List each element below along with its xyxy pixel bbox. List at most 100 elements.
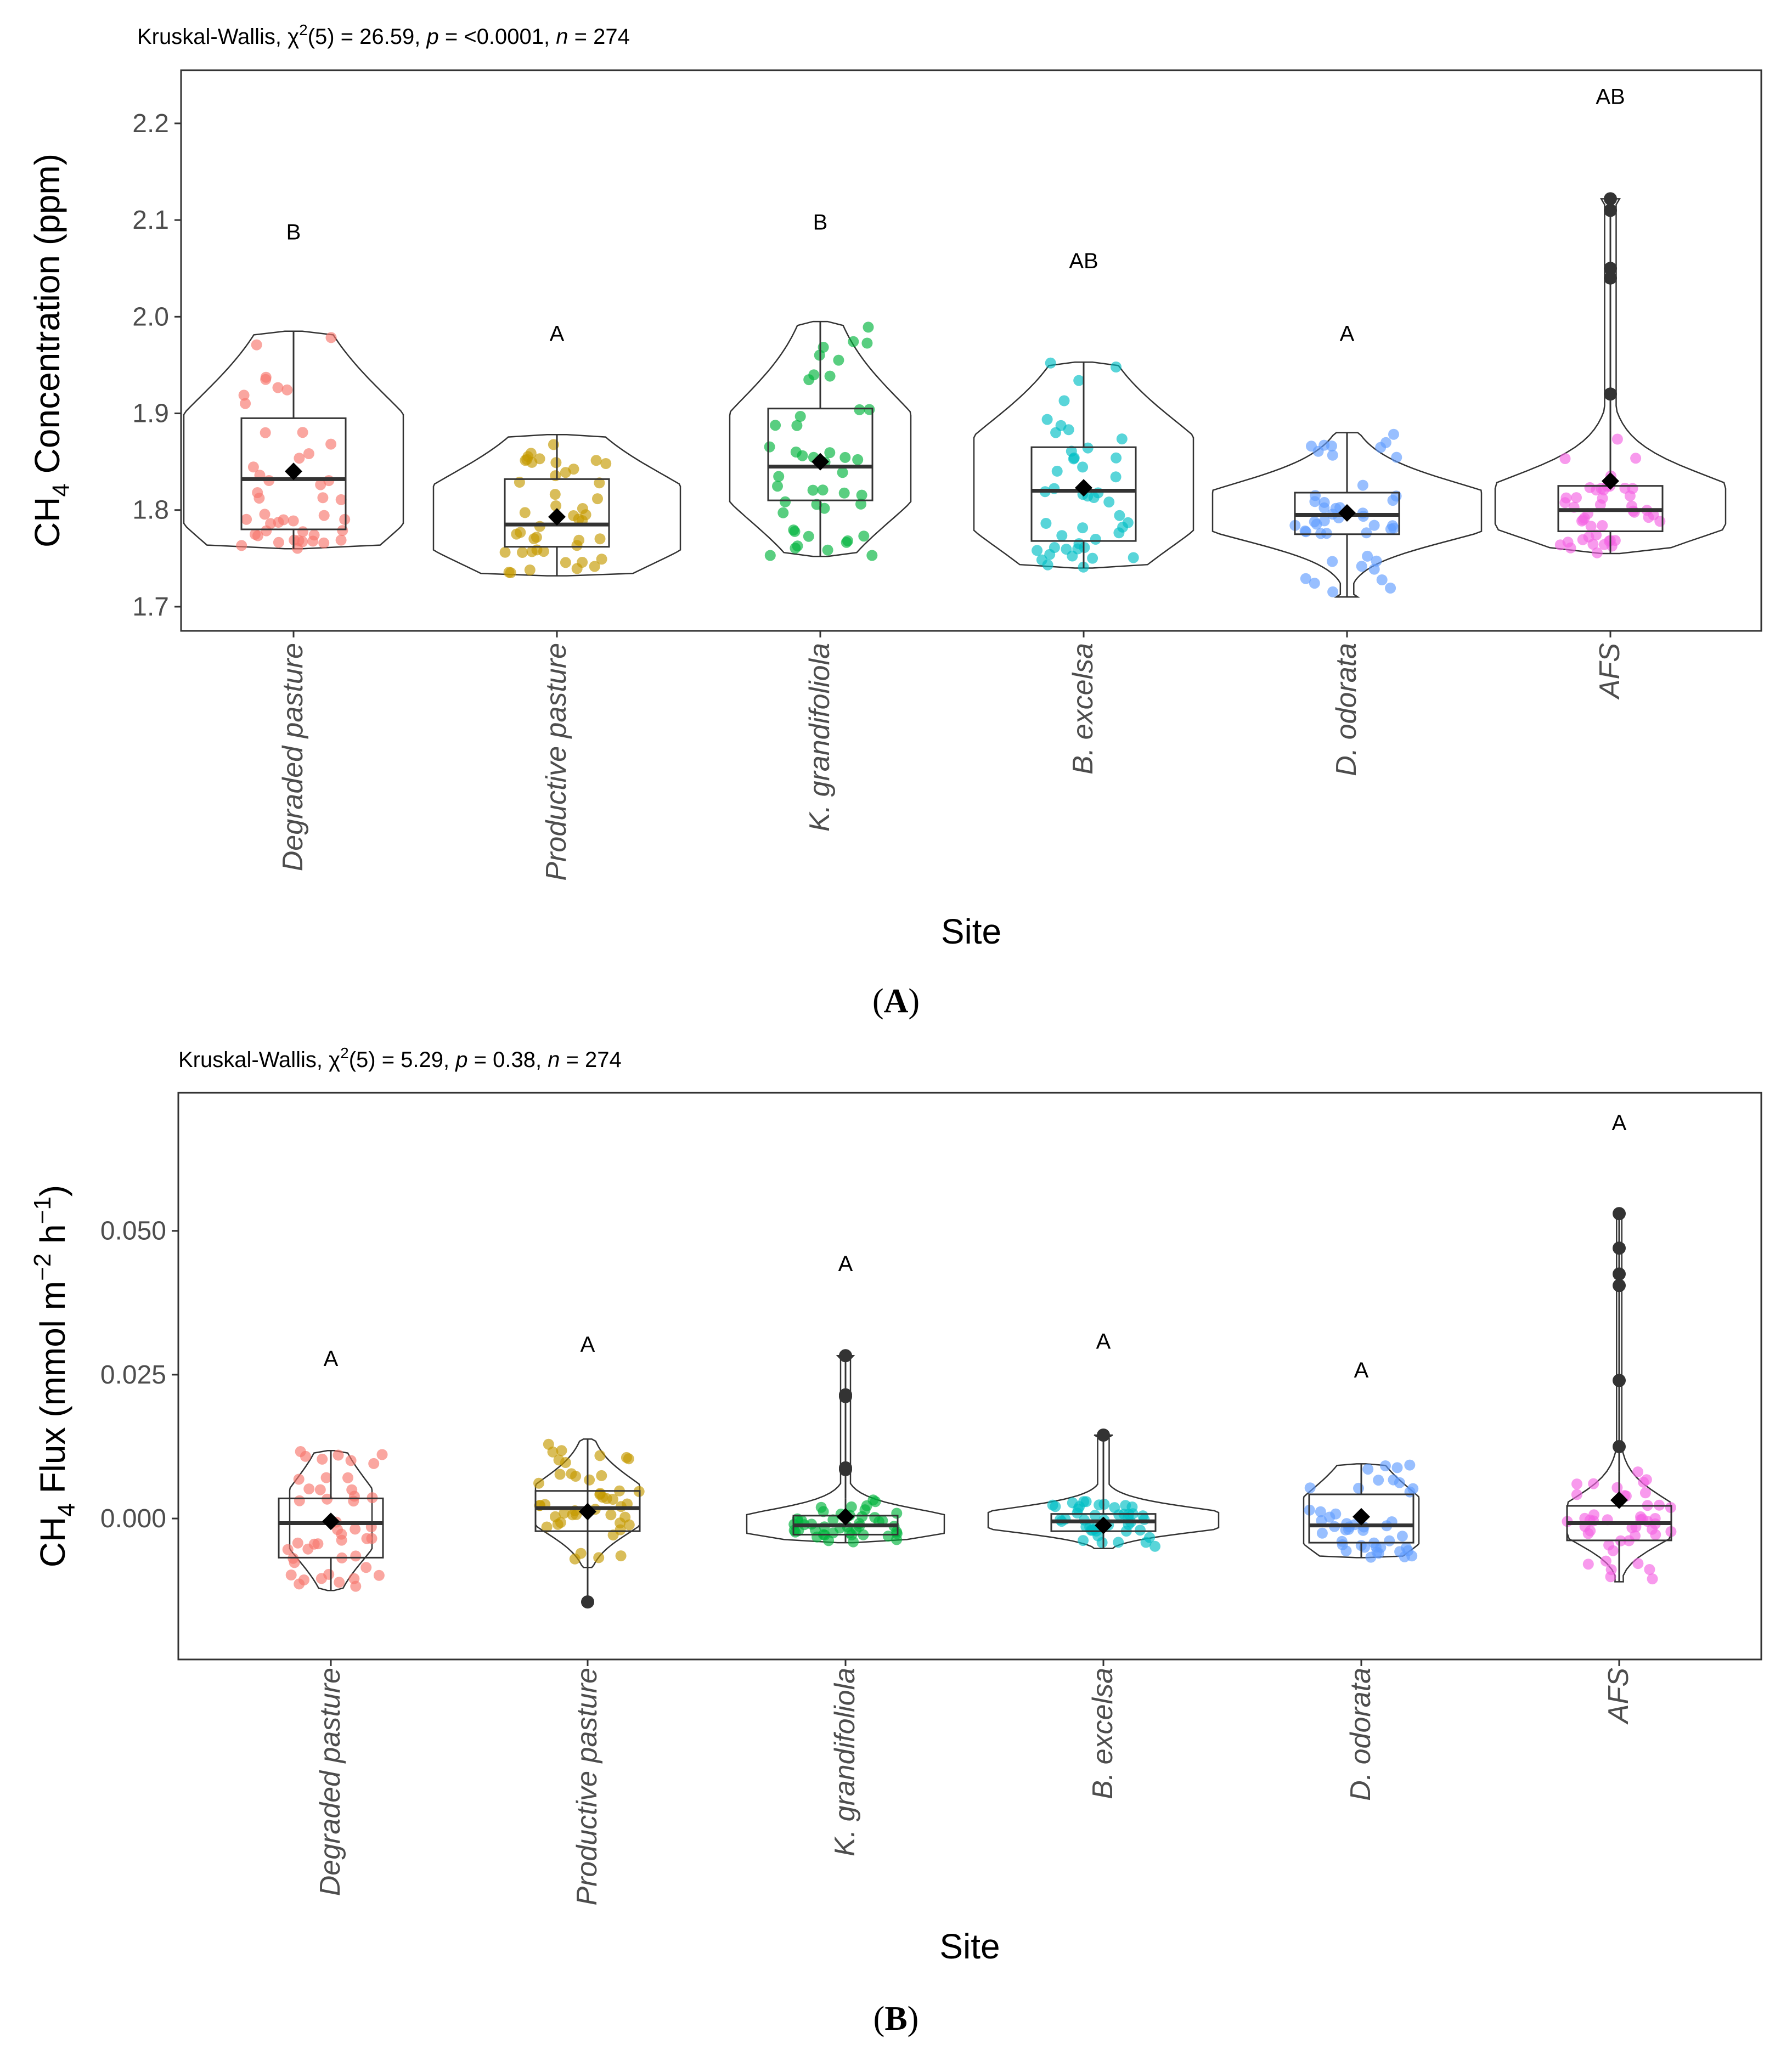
data-point — [1096, 1537, 1108, 1548]
data-point — [1588, 1478, 1599, 1489]
data-point — [560, 557, 571, 568]
data-point — [312, 1538, 324, 1550]
violin-shape — [746, 1355, 945, 1544]
data-point — [803, 530, 814, 542]
data-point — [238, 389, 250, 401]
panel-paren: ( — [874, 2000, 885, 2037]
data-point — [260, 371, 272, 383]
data-point — [549, 489, 561, 500]
stats-annotation: Kruskal-Wallis, χ2(5) = 5.29, p = 0.38, … — [178, 1045, 622, 1072]
mean-marker — [1338, 504, 1356, 522]
y-tick-label: 2.0 — [132, 302, 169, 331]
mean-marker — [1095, 1516, 1112, 1534]
data-point — [854, 404, 865, 415]
data-point — [528, 533, 540, 544]
data-point — [803, 374, 815, 386]
significance-letter: A — [550, 321, 565, 346]
mean-marker — [285, 462, 302, 481]
x-tick-label: Productive pasture — [571, 1668, 603, 1906]
data-point — [1089, 1510, 1101, 1521]
data-point — [1554, 539, 1566, 551]
data-point — [772, 481, 783, 492]
data-point — [252, 487, 263, 498]
data-point — [1327, 449, 1338, 461]
y-title-part: Concentration (ppm) — [27, 154, 67, 483]
data-point — [1585, 521, 1597, 532]
panel-paren: ) — [908, 2000, 919, 2037]
data-point — [292, 543, 303, 554]
data-point — [503, 567, 515, 578]
data-point — [568, 464, 579, 475]
stats-sup: 2 — [299, 21, 308, 38]
data-point — [350, 1550, 362, 1562]
data-point — [1591, 547, 1603, 558]
data-point — [236, 540, 247, 551]
data-point — [1120, 1500, 1131, 1511]
box-iqr — [504, 478, 610, 548]
y-tick-label: 2.1 — [132, 206, 169, 235]
data-point — [1111, 452, 1122, 464]
data-point — [1357, 1525, 1369, 1536]
x-axis-title: Site — [939, 1927, 1000, 1966]
data-point — [1353, 1482, 1364, 1494]
panel-paren: ( — [872, 983, 884, 1020]
data-point — [318, 537, 330, 549]
data-point — [623, 1453, 634, 1465]
data-point — [292, 1537, 303, 1549]
significance-letter: A — [1354, 1358, 1369, 1382]
data-point — [833, 354, 844, 366]
data-point — [1647, 1573, 1658, 1585]
data-point — [1077, 522, 1089, 534]
y-title-part: CH — [27, 497, 67, 547]
y-tick-label: 0.025 — [100, 1360, 166, 1390]
data-point — [1571, 492, 1582, 504]
data-point — [863, 321, 874, 333]
significance-letter: B — [286, 220, 301, 244]
data-point — [1032, 545, 1043, 556]
x-tick-label: Degraded pasture — [314, 1668, 346, 1896]
data-point — [1061, 544, 1072, 555]
data-point — [1114, 510, 1125, 521]
data-point — [1318, 515, 1330, 527]
data-point — [841, 537, 852, 548]
data-point — [567, 1509, 578, 1521]
data-point — [607, 1529, 619, 1541]
data-point — [815, 1501, 827, 1513]
mean-marker — [579, 1503, 596, 1521]
data-point — [511, 528, 522, 540]
stats-prefix: Kruskal-Wallis, χ — [178, 1048, 340, 1072]
stats-n: n — [548, 1048, 560, 1072]
data-point — [1611, 433, 1623, 445]
data-point — [623, 1519, 635, 1531]
data-point — [314, 1484, 326, 1495]
data-point — [570, 1471, 582, 1482]
data-point — [855, 498, 866, 510]
x-axis-title: Site — [941, 912, 1001, 951]
mean-marker — [322, 1512, 340, 1531]
data-point — [302, 1543, 314, 1555]
data-point — [1641, 1474, 1652, 1486]
data-point — [1058, 395, 1070, 407]
data-point — [797, 450, 808, 461]
data-point — [1609, 535, 1621, 546]
data-point — [1304, 1482, 1316, 1494]
mean-marker — [812, 453, 829, 471]
data-point — [856, 489, 867, 501]
x-tick-label: B. excelsa — [1087, 1668, 1119, 1799]
group-6: A AFS — [1562, 1111, 1677, 1725]
data-point — [773, 471, 785, 482]
panel-letter: A — [884, 983, 909, 1020]
data-point — [1300, 526, 1312, 538]
data-point — [1318, 496, 1330, 508]
data-point — [373, 1570, 385, 1581]
data-point — [1041, 414, 1053, 425]
data-point — [1116, 433, 1128, 445]
data-point — [1327, 556, 1338, 567]
data-point — [573, 534, 585, 546]
data-point — [1087, 1525, 1098, 1536]
x-tick-label: Degraded pasture — [277, 643, 309, 871]
data-point — [1384, 1535, 1395, 1546]
data-point — [600, 458, 612, 469]
significance-letter: A — [1340, 321, 1355, 346]
